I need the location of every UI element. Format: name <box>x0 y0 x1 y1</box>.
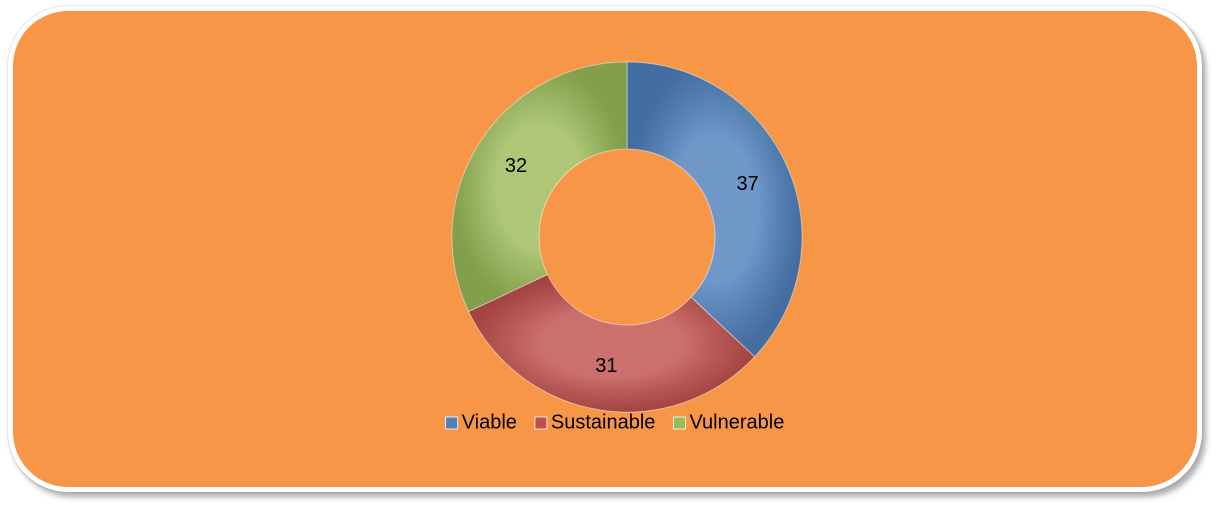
legend-label: Viable <box>462 411 517 433</box>
legend-marker <box>673 416 686 430</box>
legend: Viable Sustainable Vulnerable <box>445 411 784 433</box>
legend-label: Sustainable <box>551 411 656 433</box>
legend-marker <box>534 416 548 430</box>
legend-label: Vulnerable <box>689 411 784 433</box>
donut-segment <box>451 61 628 313</box>
data-label: 32 <box>505 155 527 177</box>
data-label: 37 <box>737 173 759 195</box>
data-label: 31 <box>595 355 617 377</box>
legend-marker <box>445 416 459 430</box>
donut-segment <box>626 61 803 358</box>
